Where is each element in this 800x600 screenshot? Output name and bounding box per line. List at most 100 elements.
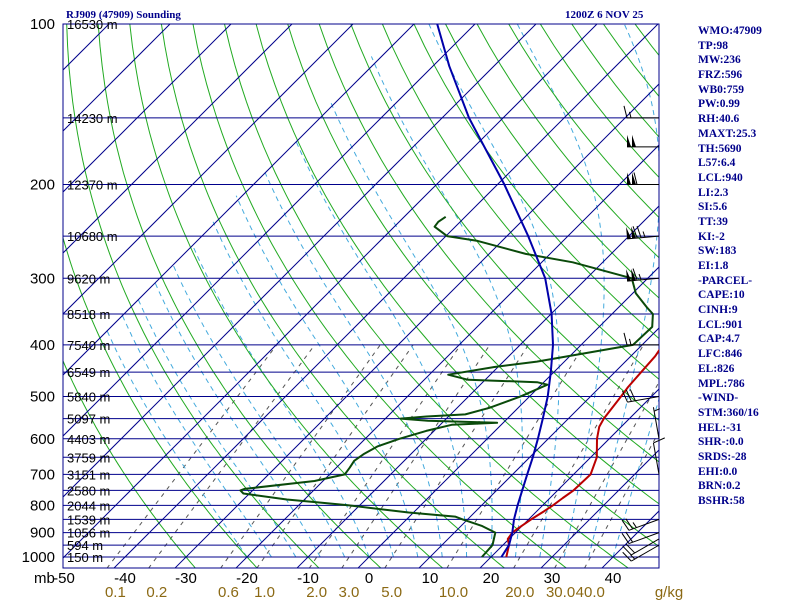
wind-barb — [652, 407, 660, 439]
dry-adiabat-line — [445, 24, 659, 299]
wind-barb-feather — [623, 332, 628, 346]
index-item: EL:826 — [698, 362, 735, 375]
pressure-tick-label: 300 — [30, 270, 55, 287]
moist-adiabat-line — [136, 296, 297, 558]
index-item: RH:40.6 — [698, 113, 740, 126]
station-title: RJ909 (47909) Sounding — [66, 9, 181, 21]
temperature-tick-label: 0 — [365, 570, 373, 587]
pressure-tick-label: 600 — [30, 431, 55, 448]
wind-barb-half-feather — [629, 338, 632, 346]
dry-adiabat-line — [413, 24, 659, 340]
wind-barb-feather — [621, 519, 630, 531]
wind-barb-half-feather — [653, 408, 660, 412]
mixing-ratio-label: 3.0 — [339, 584, 360, 600]
index-item: EI:1.8 — [698, 260, 729, 272]
wind-barb-pennant — [627, 134, 631, 147]
mixing-ratio-line — [513, 344, 644, 568]
height-label: 4403 m — [67, 432, 110, 447]
moist-adiabat-line — [330, 101, 493, 558]
height-label: 7540 m — [67, 338, 110, 353]
mixing-ratio-label: 2.0 — [306, 584, 327, 600]
parcel-trace — [436, 24, 554, 558]
temperature-tick-label: 10 — [422, 570, 439, 587]
mixing-ratio-unit: g/kg — [655, 584, 683, 600]
index-item: HEL:-31 — [698, 421, 742, 434]
isotherm-line — [540, 449, 659, 568]
wind-barb — [622, 538, 660, 556]
moist-adiabat-line — [154, 281, 321, 558]
mixing-ratio-label: 0.6 — [218, 584, 239, 600]
wind-barb-staff — [631, 538, 660, 556]
isotherm-line — [357, 266, 659, 568]
wind-barb — [623, 332, 659, 346]
mixing-ratio-label: 10.0 — [439, 584, 468, 600]
dry-adiabat-line — [97, 24, 382, 568]
index-item: TP:98 — [698, 39, 729, 52]
pressure-unit-label: mb — [34, 570, 55, 587]
wind-barb-feather — [622, 551, 632, 562]
height-label: 3151 m — [67, 467, 110, 482]
dry-adiabat-line — [63, 359, 196, 568]
wind-barb — [622, 544, 660, 562]
wind-barb-pennant — [632, 134, 636, 147]
pressure-tick-label: 900 — [30, 525, 55, 542]
wind-barb-half-feather — [642, 231, 646, 238]
mixing-ratio-line — [446, 344, 585, 568]
isotherm-line — [479, 388, 659, 568]
pressure-tick-label: 1000 — [22, 549, 55, 566]
wind-barb-half-feather — [632, 522, 637, 528]
wind-barb — [652, 437, 665, 475]
wind-barb-pennant — [632, 172, 636, 185]
pressure-tick-label: 400 — [30, 337, 55, 354]
mixing-ratio-line — [384, 344, 529, 568]
dry-adiabat-line — [350, 24, 659, 422]
axis-labels: 16530 m 14230 m 12370 m 10680 m 9620 m 8518 m… — [22, 16, 684, 600]
wind-barb — [621, 518, 660, 531]
isotherm-line — [63, 24, 293, 254]
mixing-ratio-line — [256, 344, 414, 568]
index-item: SW:183 — [698, 245, 737, 258]
wind-barb-feather — [633, 172, 638, 185]
height-label: 594 m — [67, 538, 103, 553]
wind-barb-staff — [628, 518, 660, 531]
temperature-tick-label: -10 — [297, 570, 319, 587]
wind-barb-feather — [622, 545, 632, 556]
mixing-ratio-line — [220, 344, 381, 568]
index-item: EHI:0.0 — [698, 465, 738, 478]
index-item: LI:2.3 — [698, 186, 729, 199]
wind-barb-feather — [621, 533, 630, 544]
mixing-ratio-label: 5.0 — [381, 584, 402, 600]
pressure-tick-label: 800 — [30, 497, 55, 514]
sounding-time: 1200Z 6 NOV 25 — [565, 9, 644, 21]
wind-barbs — [621, 105, 665, 562]
temperature-tick-label: -50 — [53, 570, 75, 587]
dry-adiabat-line — [255, 24, 659, 548]
wind-barb-feather — [621, 390, 628, 403]
dry-adiabats — [63, 24, 659, 568]
isotherm-line — [296, 205, 659, 568]
pressure-tick-label: 100 — [30, 16, 55, 33]
pressure-tick-label: 200 — [30, 176, 55, 193]
isobars — [63, 23, 659, 558]
wind-barb-feather — [636, 225, 642, 238]
index-item: FRZ:596 — [698, 69, 743, 82]
index-item: SRDS:-28 — [698, 450, 747, 463]
temperature-trace — [505, 348, 659, 558]
isotherm-line — [113, 24, 659, 568]
isotherm-line — [63, 24, 476, 437]
wind-barb-feather — [625, 531, 634, 543]
mixing-ratio-label: 1.0 — [254, 584, 275, 600]
wind-barb-staff — [652, 407, 660, 439]
moist-adiabat-line — [192, 244, 370, 558]
height-label: 5097 m — [67, 412, 110, 427]
isotherm-line — [63, 24, 598, 559]
index-item: LCL:940 — [698, 171, 743, 184]
mixing-ratio-line — [584, 430, 659, 568]
index-item: KI:-2 — [698, 230, 725, 243]
wind-barb-feather — [632, 268, 638, 281]
indices-panel: WMO:47909 TP:98 MW:236 FRZ:596 WB0:759 PW:0.9… — [698, 24, 800, 509]
mixing-ratio-label: 0.2 — [146, 584, 167, 600]
index-item: STM:360/16 — [698, 406, 759, 419]
